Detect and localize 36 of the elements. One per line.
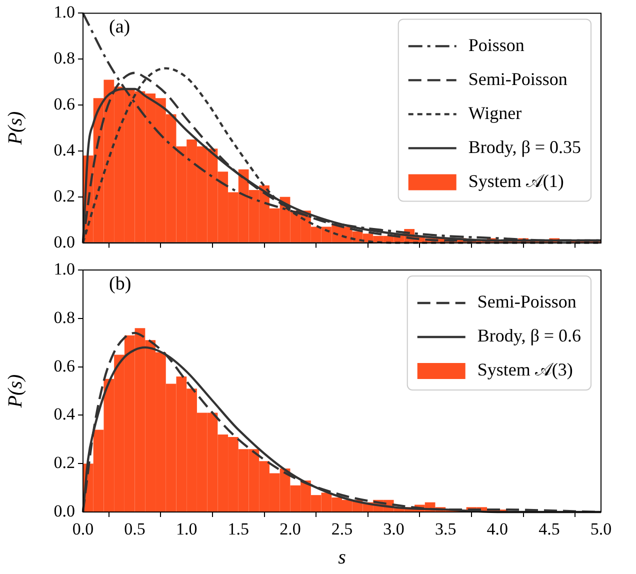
legend-label: System 𝒜(3) [477,360,573,380]
y-tick-label: 0.8 [54,48,75,68]
y-tick-label: 1.0 [54,259,75,278]
legend-label: Semi-Poisson [468,68,568,89]
legend-label: Brody, β = 0.35 [468,136,581,157]
y-tick-label: 0.2 [54,186,75,206]
y-tick-label: 1.0 [54,2,75,22]
y-tick-label: 0.0 [54,501,75,520]
legend-label: Semi-Poisson [477,292,576,312]
x-tick-label: 4.5 [538,520,560,539]
legend-label: System 𝒜(1) [468,170,564,191]
y-axis-title: P(s) [4,111,26,146]
y-tick-label: 0.4 [54,404,76,424]
y-tick-label: 0.2 [54,453,75,472]
x-tick-label: 0.5 [124,520,146,539]
y-axis-title: P(s) [4,374,26,409]
x-tick-label: 1.0 [176,520,198,539]
legend-label: Poisson [468,34,524,55]
y-tick-label: 0.6 [54,94,75,114]
legend-label: Wigner [468,102,522,123]
annotation: (b) [109,273,132,294]
y-tick-label: 0.6 [54,356,75,376]
x-tick-label: 4.0 [486,520,508,539]
x-axis-title: s [338,546,346,568]
y-tick-label: 0.4 [54,140,76,160]
y-tick-label: 0.8 [54,308,75,327]
x-tick-label: 1.5 [228,520,250,539]
x-tick-label: 2.5 [331,520,353,539]
y-tick-label: 0.0 [54,232,75,252]
x-tick-label: 2.0 [280,520,301,539]
legend-label: Brody, β = 0.6 [477,326,581,346]
x-tick-label: 3.5 [434,520,456,539]
x-tick-label: 3.0 [383,520,404,539]
x-tick-label: 5.0 [590,520,612,539]
annotation: (a) [109,16,130,38]
x-tick-label: 0.0 [72,520,94,539]
